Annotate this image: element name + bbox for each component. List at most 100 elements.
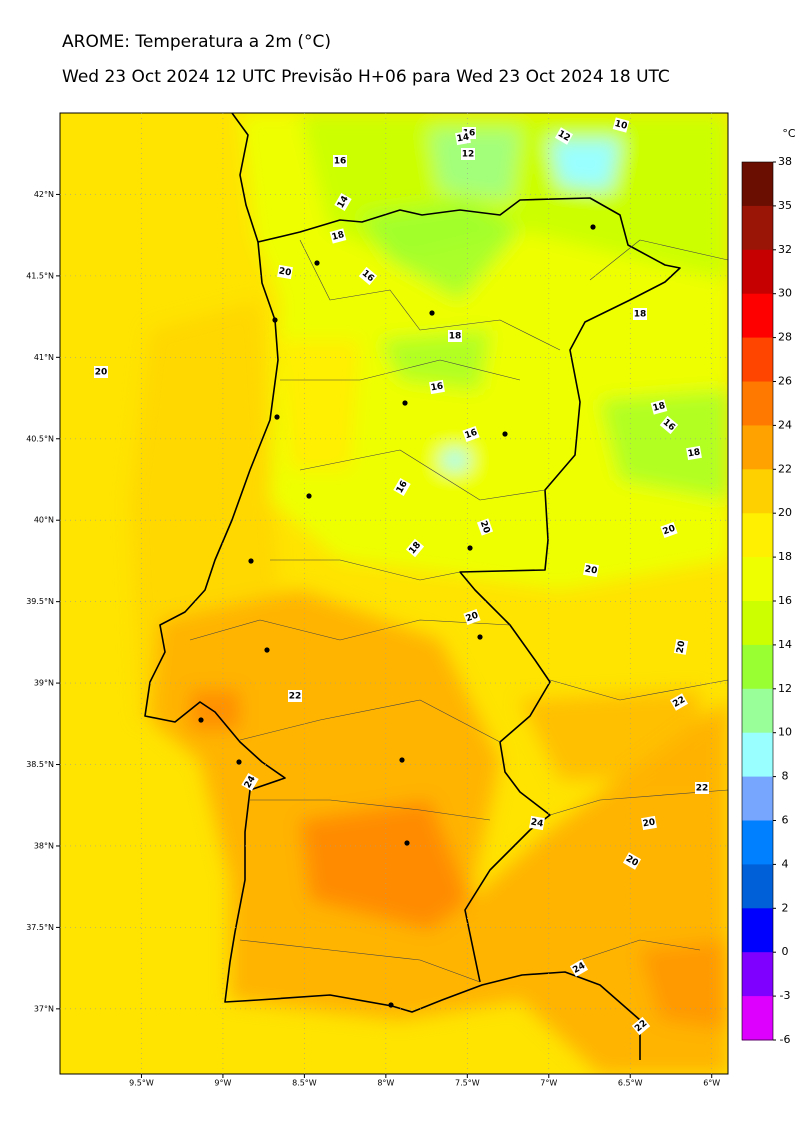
contour-label: 22	[669, 693, 689, 711]
contour-value: 18	[449, 332, 462, 342]
label-bg	[463, 608, 481, 626]
contour-label: 20	[463, 608, 481, 626]
contour-label: 20	[660, 521, 678, 539]
y-tick-label: 37.5°N	[26, 923, 54, 932]
contour-value: 16	[334, 157, 347, 167]
y-tick-label: 41°N	[34, 353, 54, 362]
label-bg	[429, 379, 445, 395]
label-bg	[329, 228, 347, 244]
contour-label: 18	[448, 330, 462, 342]
label-bg	[333, 155, 347, 167]
contour-label: 24	[529, 815, 545, 831]
cities	[198, 224, 596, 1008]
contour-label: 16	[333, 155, 347, 167]
colorbar-segment	[742, 249, 773, 295]
label-bg	[288, 690, 302, 702]
label-bg	[358, 266, 378, 286]
contour-label: 20	[277, 264, 293, 280]
subtitle: Wed 23 Oct 2024 12 UTC Previsão H+06 par…	[62, 67, 670, 87]
contour-label: 20	[94, 366, 108, 378]
label-bg	[393, 477, 411, 497]
colorbar-label: 0	[782, 945, 789, 958]
colorbar-label: 24	[778, 418, 792, 431]
contour-label: 12	[461, 148, 475, 160]
label-bg	[448, 330, 462, 342]
label-bg	[476, 518, 494, 536]
colorbar-segment	[742, 557, 773, 602]
label-bg	[673, 639, 689, 655]
contour-value: 20	[642, 817, 656, 829]
contour-value: 24	[530, 817, 544, 829]
label-bg	[583, 562, 599, 578]
contour-label: 20	[641, 815, 657, 831]
label-bg	[631, 1016, 651, 1036]
colorbar-label: 2	[782, 901, 789, 914]
label-bg	[569, 959, 589, 977]
x-tick-label: 6.5°W	[618, 1079, 643, 1088]
x-tick-label: 7°W	[540, 1079, 557, 1088]
y-tick-label: 40°N	[34, 516, 54, 525]
colorbar-label: -3	[780, 989, 791, 1002]
label-bg	[669, 693, 689, 711]
contour-value: 20	[662, 524, 677, 538]
colorbar-label: -6	[780, 1033, 791, 1046]
colorbar-segment	[742, 776, 773, 821]
contour-value: 20	[95, 368, 108, 378]
title: AROME: Temperatura a 2m (°C)	[62, 32, 331, 52]
colorbar-segment	[742, 162, 773, 207]
contour-value: 20	[278, 266, 292, 278]
label-bg	[461, 148, 475, 160]
y-tick-label: 42°N	[34, 190, 54, 199]
label-bg	[659, 415, 679, 435]
contour-value: 16	[464, 428, 479, 442]
colorbar-label: 16	[778, 594, 792, 607]
colorbar-label: 6	[782, 814, 789, 827]
colorbar-label: 38	[778, 155, 792, 168]
label-bg	[277, 264, 293, 280]
colorbar-label: 28	[778, 331, 792, 344]
colorbar-segment	[742, 337, 773, 382]
contour-label: 24	[569, 959, 589, 977]
contour-label: 16	[462, 425, 480, 443]
colorbar-segment	[742, 381, 773, 426]
colorbar-segment	[742, 952, 773, 997]
map-frame	[59, 112, 729, 1075]
contour-label: 18	[329, 228, 347, 244]
colorbar-label: 10	[778, 726, 792, 739]
colorbar-segment	[742, 864, 773, 909]
contour-value: 16	[430, 381, 444, 393]
contour-value: 20	[584, 564, 598, 576]
contour-label: 22	[288, 690, 302, 702]
y-tick-label: 38.5°N	[26, 760, 54, 769]
colorbar-label: 4	[782, 857, 789, 870]
contour-value: 14	[456, 132, 470, 144]
label-bg	[529, 815, 545, 831]
contour-value: 20	[465, 611, 480, 625]
contour-value: 22	[696, 784, 709, 794]
label-bg	[641, 815, 657, 831]
colorbar-label: 8	[782, 770, 789, 783]
contour-label: 10	[612, 117, 630, 133]
contour-label: 12	[554, 127, 574, 145]
x-tick-label: 7.5°W	[455, 1079, 480, 1088]
contour-value: 20	[478, 520, 492, 535]
y-tick-label: 37°N	[34, 1004, 54, 1013]
colorbar-label: 35	[778, 199, 792, 212]
colorbar-label: 26	[778, 375, 792, 388]
colorbar-segment	[742, 688, 773, 734]
contour-value: 18	[634, 310, 647, 320]
colorbar-label: 12	[778, 682, 792, 695]
y-tick-label: 41.5°N	[26, 271, 54, 280]
label-bg	[241, 772, 259, 792]
borders	[144, 113, 728, 1060]
colorbar-segment	[742, 601, 773, 646]
colorbar-label: 18	[778, 550, 792, 563]
contour-label: 18	[633, 308, 647, 320]
colorbar-label: 30	[778, 287, 792, 300]
contour-value: 10	[614, 119, 629, 132]
x-tick-label: 9°W	[214, 1079, 231, 1088]
label-bg	[405, 538, 425, 558]
contour-value: 22	[289, 692, 302, 702]
contour-label: 14	[455, 130, 471, 146]
contour-label: 20	[622, 852, 642, 870]
